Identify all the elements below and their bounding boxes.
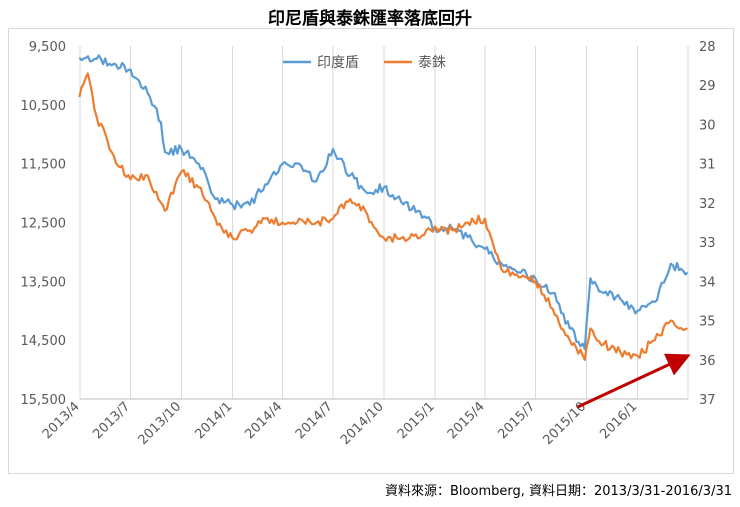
legend-label: 泰銖 [418, 55, 446, 71]
x-tick-label: 2013/7 [90, 399, 133, 442]
y-right-tick-label: 34 [699, 275, 716, 290]
y-left-tick-label: 12,500 [21, 217, 67, 232]
chart-title: 印尼盾與泰銖匯率落底回升 [268, 9, 472, 29]
y-right-tick-label: 33 [699, 236, 716, 251]
y-right-tick-label: 37 [699, 393, 716, 408]
series-line-idr [78, 54, 689, 351]
y-right-tick-label: 29 [699, 79, 716, 94]
y-left-tick-label: 9,500 [29, 40, 66, 55]
y-right-tick-label: 30 [699, 118, 716, 133]
source-note: 資料來源：Bloomberg, 資料日期：2013/3/31-2016/3/31 [385, 484, 732, 499]
legend-label: 印度盾 [317, 55, 359, 71]
chart-frame [8, 28, 734, 474]
series-line-thb [78, 72, 688, 361]
x-tick-label: 2014/1 [192, 399, 235, 442]
x-tick-label: 2014/4 [242, 399, 285, 442]
y-left-tick-label: 10,500 [21, 99, 67, 114]
x-tick-label: 2016/1 [597, 399, 640, 442]
x-tick-label: 2014/10 [338, 399, 387, 448]
y-right-tick-label: 28 [699, 40, 716, 55]
y-right-tick-label: 31 [699, 158, 716, 173]
y-left-tick-label: 15,500 [21, 393, 67, 408]
y-right-tick-label: 32 [699, 197, 716, 212]
y-left-tick-label: 13,500 [21, 275, 67, 290]
x-tick-label: 2013/10 [136, 399, 185, 448]
x-tick-label: 2014/7 [293, 399, 336, 442]
y-right-tick-label: 35 [699, 315, 716, 330]
x-tick-label: 2015/4 [445, 399, 488, 442]
y-left-tick-label: 11,500 [21, 158, 67, 173]
trend-arrow [576, 353, 691, 409]
y-right-tick-label: 36 [699, 354, 716, 369]
x-tick-label: 2015/7 [495, 399, 538, 442]
y-left-tick-label: 14,500 [21, 334, 67, 349]
x-tick-label: 2015/1 [395, 399, 438, 442]
